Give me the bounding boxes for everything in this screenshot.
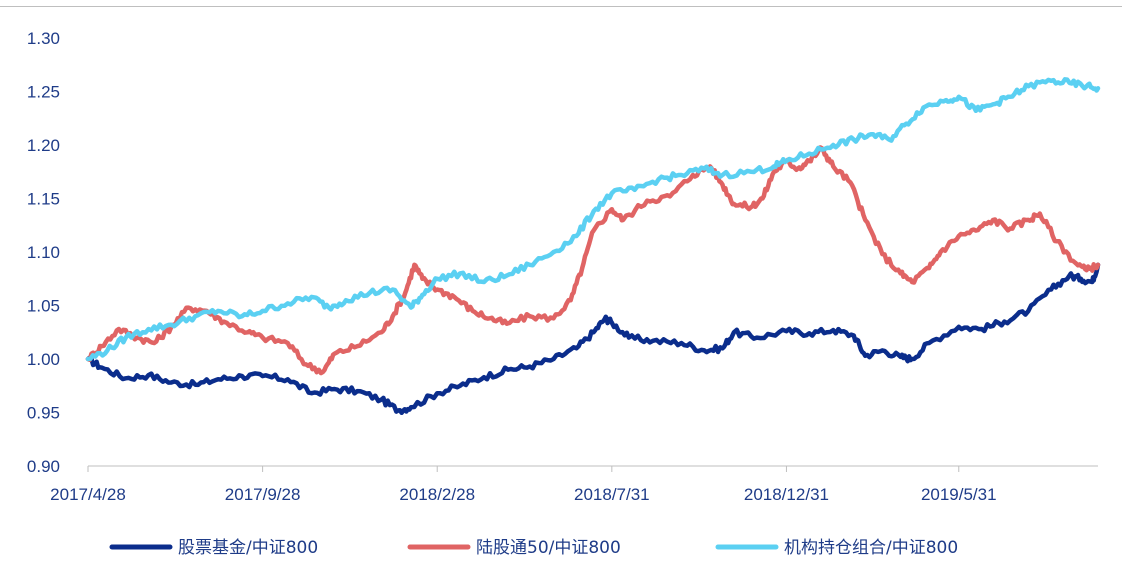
- y-tick-label: 1.15: [27, 190, 60, 209]
- y-tick-label: 1.30: [27, 29, 60, 48]
- x-tick-label: 2019/5/31: [921, 485, 997, 504]
- x-tick-label: 2018/7/31: [574, 485, 650, 504]
- legend: 股票基金/中证800 陆股通50/中证800 机构持仓组合/中证800: [109, 538, 958, 558]
- series-layer: [85, 77, 1101, 416]
- legend-label: 股票基金/中证800: [178, 538, 318, 558]
- x-tick-label: 2017/9/28: [225, 485, 301, 504]
- series-line: [85, 262, 1101, 416]
- y-axis: 0.90 0.95 1.00 1.05 1.10 1.15 1.20 1.25 1.30: [27, 29, 60, 476]
- legend-label: 机构持仓组合/中证800: [784, 538, 958, 558]
- y-tick-label: 1.25: [27, 83, 60, 102]
- y-tick-label: 1.00: [27, 350, 60, 369]
- y-tick-label: 0.90: [27, 457, 60, 476]
- series-line: [85, 77, 1101, 362]
- series-line: [85, 145, 1101, 376]
- legend-label: 陆股通50/中证800: [476, 538, 621, 558]
- y-tick-label: 0.95: [27, 404, 60, 423]
- x-tick-label: 2018/2/28: [399, 485, 475, 504]
- x-tick-label: 2017/4/28: [50, 485, 126, 504]
- x-axis: 2017/4/28 2017/9/28 2018/2/28 2018/7/31 2018…: [50, 465, 1098, 504]
- top-divider: [0, 6, 1122, 7]
- y-tick-label: 1.20: [27, 136, 60, 155]
- y-tick-label: 1.05: [27, 297, 60, 316]
- x-tick-label: 2018/12/31: [744, 485, 829, 504]
- y-tick-label: 1.10: [27, 243, 60, 262]
